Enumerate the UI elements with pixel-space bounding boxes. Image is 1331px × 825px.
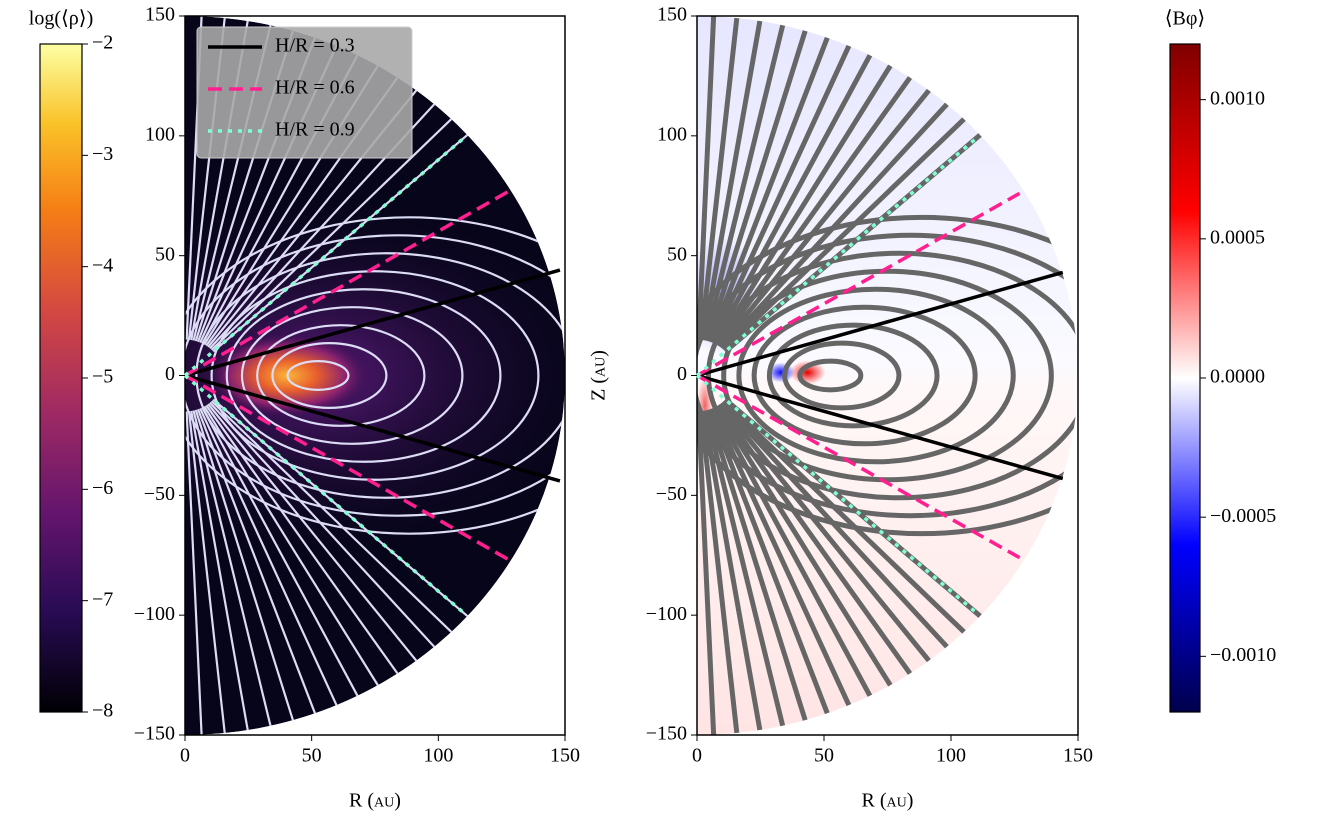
colorbar bbox=[39, 43, 83, 713]
y-tick-label: 100 bbox=[657, 123, 687, 145]
streamline bbox=[190, 410, 249, 731]
colorbar-label: log(⟨ρ⟩) bbox=[29, 8, 93, 30]
colorbar-tick-label: −7 bbox=[92, 588, 113, 610]
streamline bbox=[205, 404, 399, 675]
y-tick-label: −50 bbox=[144, 483, 175, 505]
profile-line bbox=[183, 136, 465, 615]
streamline bbox=[698, 410, 740, 734]
halo bbox=[185, 195, 565, 556]
streamline bbox=[210, 118, 453, 351]
y-tick-label: 50 bbox=[667, 243, 687, 265]
x-tick-label: 150 bbox=[1063, 745, 1093, 767]
y-tick-label: −100 bbox=[646, 603, 687, 625]
streamline bbox=[203, 405, 379, 686]
y-tick-label: −100 bbox=[134, 603, 175, 625]
legend-box bbox=[196, 26, 413, 159]
x-axis-label: R (au) bbox=[862, 790, 914, 812]
streamline bbox=[196, 408, 316, 714]
colorbar-tick-label: −6 bbox=[92, 477, 113, 499]
profile-line bbox=[184, 268, 561, 483]
streamline bbox=[697, 411, 717, 735]
y-tick-label: −150 bbox=[646, 723, 687, 745]
streamline bbox=[718, 402, 931, 663]
legend-label: H/R = 0.3 bbox=[275, 35, 355, 57]
background bbox=[185, 16, 565, 735]
colorbar-tick-label: 0.0005 bbox=[1210, 226, 1265, 248]
legend-label: H/R = 0.6 bbox=[275, 77, 355, 99]
x-tick-label: 0 bbox=[180, 745, 190, 767]
streamline bbox=[712, 53, 873, 345]
streamline bbox=[714, 64, 893, 346]
streamline bbox=[712, 406, 873, 698]
background bbox=[697, 16, 1078, 735]
y-tick-label: 0 bbox=[165, 363, 175, 385]
colorbar-tick-label: 0.0010 bbox=[1210, 87, 1265, 109]
streamline bbox=[700, 20, 763, 341]
y-tick-label: 0 bbox=[677, 363, 687, 385]
x-tick-label: 150 bbox=[550, 745, 580, 767]
y-tick-label: 150 bbox=[145, 4, 175, 26]
x-axis-label: R (au) bbox=[349, 790, 401, 812]
y-axis-label: Z (au) bbox=[588, 350, 610, 401]
streamline bbox=[207, 403, 418, 662]
streamline bbox=[718, 88, 931, 349]
streamline bbox=[185, 216, 565, 535]
streamline bbox=[698, 17, 740, 341]
streamline bbox=[707, 408, 830, 715]
colorbar-tick-label: −3 bbox=[92, 143, 113, 165]
y-tick-label: 150 bbox=[657, 4, 687, 26]
streamline bbox=[209, 401, 436, 648]
x-tick-label: 0 bbox=[692, 745, 702, 767]
streamline bbox=[185, 411, 203, 735]
streamline bbox=[697, 214, 1078, 537]
streamline bbox=[187, 411, 226, 734]
x-tick-label: 50 bbox=[302, 745, 322, 767]
streamline bbox=[194, 409, 294, 721]
streamline bbox=[705, 409, 808, 721]
colorbar-tick-label: −0.0005 bbox=[1210, 505, 1276, 527]
streamline bbox=[721, 117, 966, 352]
legend-label: H/R = 0.9 bbox=[275, 119, 355, 141]
streamline bbox=[697, 232, 1078, 519]
colorbar-label: ⟨Bφ⟩ bbox=[1165, 8, 1206, 30]
colorbar-tick-label: −4 bbox=[92, 254, 113, 276]
streamline bbox=[705, 30, 808, 342]
streamline bbox=[210, 400, 453, 633]
profile-line bbox=[695, 136, 978, 615]
x-tick-label: 100 bbox=[936, 745, 966, 767]
streamline bbox=[201, 407, 359, 697]
colorbar-tick-label: −0.0010 bbox=[1210, 644, 1276, 666]
streamline bbox=[721, 399, 966, 634]
y-tick-label: −150 bbox=[134, 723, 175, 745]
streamline bbox=[697, 16, 717, 340]
field bbox=[697, 16, 1078, 735]
colorbar bbox=[1169, 43, 1201, 713]
streamline bbox=[700, 410, 763, 731]
x-tick-label: 50 bbox=[814, 745, 834, 767]
y-tick-label: −50 bbox=[656, 483, 687, 505]
colorbar-tick-label: 0.0000 bbox=[1210, 366, 1265, 388]
streamline bbox=[714, 405, 893, 687]
colorbar-tick-label: −5 bbox=[92, 366, 113, 388]
x-tick-label: 100 bbox=[423, 745, 453, 767]
colorbar-tick-label: −8 bbox=[92, 700, 113, 722]
streamline bbox=[707, 36, 830, 343]
colorbar-tick-label: −2 bbox=[92, 32, 113, 54]
streamline bbox=[185, 234, 565, 517]
y-tick-label: 50 bbox=[155, 243, 175, 265]
y-tick-label: 100 bbox=[145, 123, 175, 145]
profile-line bbox=[696, 270, 1064, 481]
